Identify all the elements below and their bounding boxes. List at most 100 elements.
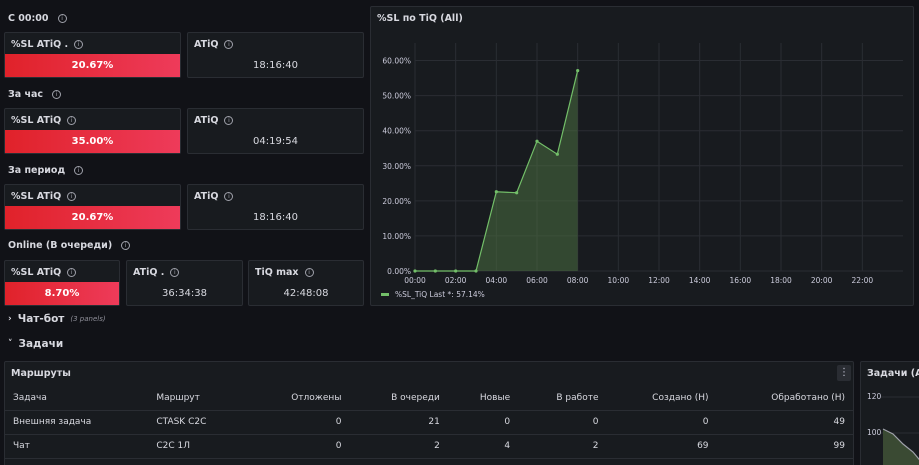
data-point	[413, 269, 417, 273]
panel-title: %SL ATiQ i	[11, 115, 77, 126]
table-cell: 0	[447, 410, 519, 435]
info-icon[interactable]: i	[74, 166, 84, 175]
y-tick-label: 50.00%	[382, 92, 411, 101]
column-header[interactable]: В очереди	[349, 386, 448, 411]
sl-tiq-chart[interactable]: 0.00% 10.00% 20.00% 30.00% 40.00% 50.00% 60.00…	[371, 7, 915, 307]
more-vertical-icon[interactable]: ⋮	[837, 365, 851, 381]
atiq-value: 18:16:40	[253, 212, 298, 223]
tasks-chart[interactable]	[861, 362, 919, 465]
table-cell: Чат	[5, 434, 149, 459]
atiq-panel-3: ATiQ i 18:16:40	[187, 184, 364, 230]
atiq-panel-1: ATiQ i 18:16:40	[187, 32, 364, 78]
legend-label: %SL_TiQ Last *: 57.14%	[395, 290, 485, 299]
info-icon[interactable]: i	[224, 192, 234, 201]
x-tick-label: 14:00	[689, 276, 711, 285]
routes-table: Задача Маршрут Отложены В очереди Новые В раб…	[5, 386, 853, 459]
column-header[interactable]: Новые	[447, 386, 519, 411]
y-tick-label: 0.00%	[387, 267, 411, 276]
series-area	[415, 70, 578, 271]
table-cell: 0	[518, 410, 607, 435]
chevron-down-icon: ˅	[8, 339, 13, 349]
data-point	[555, 152, 559, 156]
x-tick-label: 16:00	[730, 276, 752, 285]
x-tick-label: 18:00	[770, 276, 792, 285]
atiq-value: 04:19:54	[253, 136, 298, 147]
info-icon[interactable]: i	[224, 116, 234, 125]
x-tick-label: 00:00	[404, 276, 426, 285]
routes-panel: Маршруты ⋮ Задача Маршрут Отложены В очеред…	[4, 361, 854, 465]
sl-panel-1: %SL ATiQ .i 20.67%	[4, 32, 181, 78]
column-header[interactable]: Задача	[5, 386, 149, 411]
sl-panel-3: %SL ATiQ i 20.67%	[4, 184, 181, 230]
legend-swatch	[381, 293, 389, 296]
table-cell: Внешняя задача	[5, 410, 149, 435]
panel-title: ATiQ .i	[133, 267, 180, 278]
x-tick-label: 10:00	[608, 276, 630, 285]
info-icon[interactable]: i	[67, 116, 77, 125]
panel-title: ATiQ i	[194, 115, 234, 126]
sl-value: 8.70%	[5, 282, 119, 305]
atiq-panel-2: ATiQ i 04:19:54	[187, 108, 364, 154]
tasks-chart-panel: Задачи (All) 120 100	[860, 361, 919, 465]
column-header[interactable]: В работе	[518, 386, 607, 411]
data-point	[433, 269, 437, 273]
info-icon[interactable]: i	[67, 268, 77, 277]
atiq-value: 18:16:40	[253, 60, 298, 71]
data-point	[515, 191, 519, 195]
table-cell: 0	[248, 434, 350, 459]
chart-title: %SL по TiQ (All)	[377, 13, 463, 24]
x-tick-label: 02:00	[445, 276, 467, 285]
column-header[interactable]: Обработано (Н)	[716, 386, 853, 411]
panel-title: %SL ATiQ i	[11, 267, 77, 278]
y-tick-label: 10.00%	[382, 232, 411, 241]
x-tick-label: 20:00	[811, 276, 833, 285]
section-tasks[interactable]: ˅ Задачи	[8, 338, 64, 350]
row-label-since-midnight: С 00:00 i	[8, 13, 67, 24]
tasks-chart-title: Задачи (All)	[867, 368, 919, 379]
sl-value: 20.67%	[5, 54, 180, 77]
table-cell: 0	[606, 410, 717, 435]
table-cell: 21	[349, 410, 448, 435]
atiq-panel-4: ATiQ .i 36:34:38	[126, 260, 243, 306]
section-chatbot[interactable]: › Чат-бот (3 panels)	[8, 313, 106, 325]
data-point	[576, 68, 580, 73]
tasks-line	[882, 428, 919, 461]
table-cell: 2	[349, 434, 448, 459]
info-icon[interactable]: i	[57, 14, 67, 23]
atiq-value: 36:34:38	[162, 288, 207, 299]
table-cell: 69	[606, 434, 717, 459]
x-tick-label: 08:00	[567, 276, 589, 285]
table-cell: C2C 1Л	[148, 434, 249, 459]
data-point	[535, 139, 539, 143]
x-tick-label: 04:00	[486, 276, 508, 285]
panel-title: ATiQ i	[194, 191, 234, 202]
chevron-right-icon: ›	[8, 314, 12, 324]
table-cell: 2	[518, 434, 607, 459]
table-cell: CTASK C2C	[148, 410, 249, 435]
table-cell: 49	[716, 410, 853, 435]
sl-value: 35.00%	[5, 130, 180, 153]
data-point	[494, 190, 498, 194]
data-point	[474, 269, 478, 273]
table-cell: 99	[716, 434, 853, 459]
x-tick-label: 12:00	[648, 276, 670, 285]
info-icon[interactable]: i	[74, 40, 84, 49]
row-label-per-period: За период i	[8, 165, 84, 176]
tasks-area	[883, 429, 919, 465]
table-cell: 4	[447, 434, 519, 459]
panel-title: ATiQ i	[194, 39, 234, 50]
column-header[interactable]: Создано (Н)	[606, 386, 717, 411]
y-tick-label: 40.00%	[382, 127, 411, 136]
info-icon[interactable]: i	[170, 268, 180, 277]
info-icon[interactable]: i	[304, 268, 314, 277]
column-header[interactable]: Маршрут	[148, 386, 249, 411]
info-icon[interactable]: i	[52, 90, 62, 99]
info-icon[interactable]: i	[121, 241, 131, 250]
sl-tiq-chart-panel: %SL по TiQ (All) 0.00% 10.00% 20.00% 30.00%…	[370, 6, 914, 306]
panel-title: %SL ATiQ .i	[11, 39, 84, 50]
info-icon[interactable]: i	[67, 192, 77, 201]
info-icon[interactable]: i	[224, 40, 234, 49]
row-label-online: Online (В очереди) i	[8, 240, 131, 251]
x-tick-label: 06:00	[526, 276, 548, 285]
column-header[interactable]: Отложены	[248, 386, 350, 411]
